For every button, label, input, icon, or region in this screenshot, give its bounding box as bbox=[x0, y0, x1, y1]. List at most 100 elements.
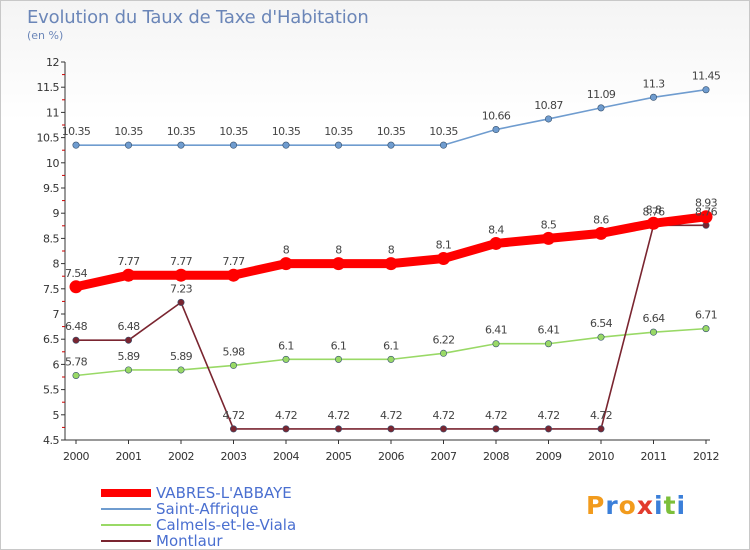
data-label: 10.35 bbox=[62, 125, 91, 138]
data-point bbox=[230, 361, 238, 369]
data-point bbox=[439, 349, 447, 357]
data-point bbox=[647, 216, 660, 230]
data-label: 5.78 bbox=[65, 355, 88, 368]
data-point bbox=[387, 141, 395, 149]
data-label: 5.89 bbox=[117, 350, 140, 363]
data-label: 6.1 bbox=[278, 339, 294, 352]
data-point bbox=[282, 355, 290, 363]
data-point bbox=[439, 141, 447, 149]
data-point bbox=[125, 336, 133, 344]
y-tick-label: 5.5 bbox=[43, 384, 59, 397]
data-point bbox=[387, 425, 395, 433]
logo-letter: r bbox=[605, 491, 619, 520]
legend-swatch bbox=[101, 489, 151, 497]
legend-item: Saint-Affrique bbox=[101, 500, 421, 518]
data-point bbox=[489, 236, 503, 250]
data-point bbox=[332, 257, 345, 271]
logo-letter: P bbox=[586, 491, 606, 520]
data-label: 10.35 bbox=[429, 125, 458, 138]
y-tick-label: 11.5 bbox=[37, 81, 60, 94]
data-label: 4.72 bbox=[327, 409, 349, 422]
data-point bbox=[334, 141, 342, 149]
data-label: 4.72 bbox=[380, 409, 402, 422]
y-tick-label: 8.5 bbox=[43, 232, 59, 245]
logo-letter: i bbox=[676, 491, 687, 520]
data-label: 4.72 bbox=[275, 409, 297, 422]
data-point bbox=[122, 268, 135, 282]
data-label: 4.72 bbox=[537, 409, 559, 422]
data-label: 5.89 bbox=[170, 350, 193, 363]
y-tick-label: 9 bbox=[53, 207, 60, 220]
x-tick-label: 2006 bbox=[378, 450, 404, 463]
data-label: 6.22 bbox=[432, 333, 454, 346]
data-point bbox=[279, 257, 293, 271]
data-point bbox=[384, 257, 398, 271]
x-tick-label: 2011 bbox=[641, 450, 667, 463]
data-label: 6.41 bbox=[537, 324, 559, 337]
data-label: 10.35 bbox=[219, 125, 248, 138]
data-point bbox=[699, 210, 713, 224]
data-point bbox=[597, 425, 605, 433]
data-label: 11.09 bbox=[587, 88, 616, 101]
series-group-3 bbox=[72, 221, 710, 433]
data-label: 6.48 bbox=[117, 320, 140, 333]
x-tick-label: 2005 bbox=[326, 450, 352, 463]
logo-letter: x bbox=[636, 491, 654, 520]
data-label: 8.6 bbox=[593, 213, 609, 226]
y-tick-label: 8 bbox=[53, 258, 60, 271]
data-point bbox=[492, 425, 500, 433]
data-label: 7.77 bbox=[222, 255, 245, 268]
data-label: 6.41 bbox=[485, 324, 507, 337]
x-tick-label: 2012 bbox=[693, 450, 719, 463]
data-label: 7.77 bbox=[117, 255, 140, 268]
data-point bbox=[72, 141, 80, 149]
data-label: 10.35 bbox=[272, 125, 301, 138]
data-label: 10.35 bbox=[114, 125, 143, 138]
data-point bbox=[597, 333, 605, 341]
legend-swatch bbox=[101, 524, 151, 526]
data-label: 8.1 bbox=[436, 239, 452, 252]
legend-item: Calmels-et-le-Viala bbox=[101, 516, 421, 534]
y-tick-label: 10.5 bbox=[37, 132, 60, 145]
legend-label: Montlaur bbox=[156, 532, 223, 550]
data-point bbox=[439, 425, 447, 433]
data-point bbox=[334, 425, 342, 433]
data-point bbox=[125, 366, 133, 374]
data-point bbox=[702, 325, 710, 333]
data-point bbox=[230, 141, 238, 149]
x-tick-label: 2004 bbox=[273, 450, 299, 463]
data-label: 6.1 bbox=[331, 339, 347, 352]
line-chart-plot: 4.5 5 5.5 6 6.5 7 7.5 8 8.5 9 9.5 10 10.5 11 11.5 12 200… bbox=[37, 56, 722, 463]
data-label: 10.35 bbox=[377, 125, 406, 138]
data-label: 6.48 bbox=[65, 320, 88, 333]
data-point bbox=[177, 298, 185, 306]
legend-item: Montlaur bbox=[101, 532, 421, 550]
y-tick-label: 7.5 bbox=[43, 283, 59, 296]
y-tick-label: 4.5 bbox=[43, 434, 59, 447]
data-label: 8 bbox=[388, 244, 395, 257]
logo-letter: t bbox=[663, 491, 677, 520]
y-tick-label: 11 bbox=[46, 106, 59, 119]
data-label: 6.64 bbox=[642, 312, 665, 325]
data-label: 6.71 bbox=[695, 309, 717, 322]
data-point bbox=[702, 86, 710, 94]
x-tick-label: 2001 bbox=[116, 450, 142, 463]
data-label: 10.35 bbox=[167, 125, 196, 138]
data-point bbox=[542, 231, 555, 245]
logo-letter: o bbox=[618, 491, 637, 520]
data-label: 10.66 bbox=[482, 110, 511, 123]
data-label: 10.35 bbox=[324, 125, 353, 138]
data-point bbox=[72, 336, 80, 344]
y-tick-label: 12 bbox=[46, 56, 59, 69]
y-tick-label: 6 bbox=[53, 358, 60, 371]
data-point bbox=[437, 252, 450, 266]
data-point bbox=[544, 425, 552, 433]
data-label: 8.4 bbox=[488, 223, 504, 236]
legend-label: Calmels-et-le-Viala bbox=[156, 516, 297, 534]
data-point bbox=[282, 141, 290, 149]
data-label: 8.76 bbox=[695, 205, 718, 218]
y-tick-label: 5 bbox=[53, 409, 60, 422]
series-group-0 bbox=[69, 210, 713, 294]
data-point bbox=[69, 280, 83, 294]
